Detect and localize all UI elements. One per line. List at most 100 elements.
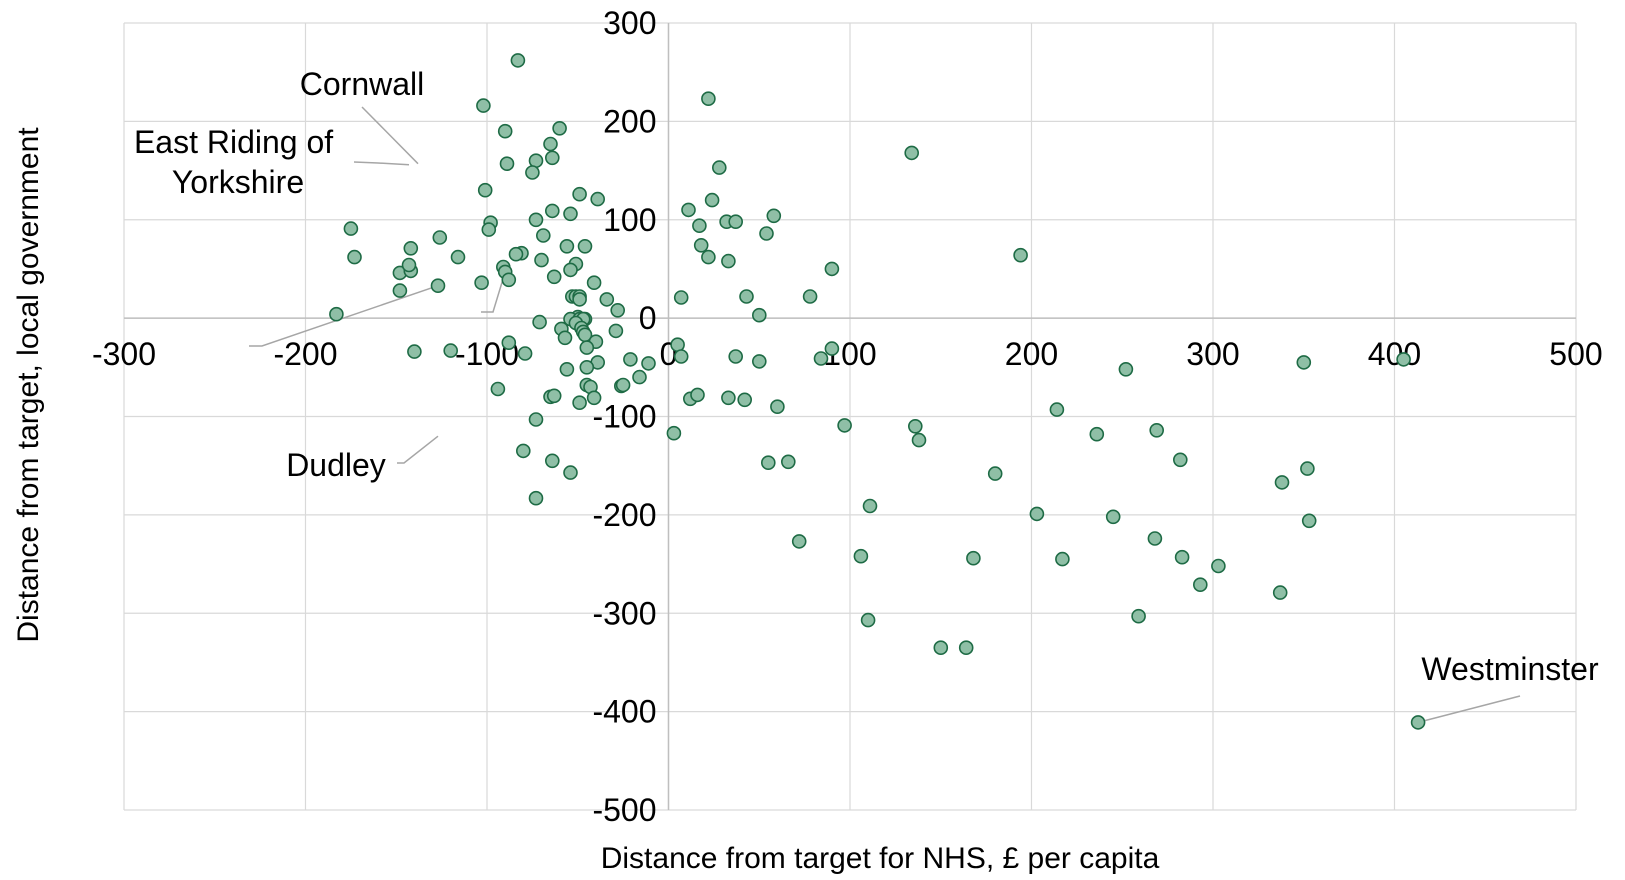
data-point — [528, 412, 544, 427]
data-point — [813, 351, 829, 366]
data-point — [1089, 426, 1105, 442]
leader-dudley — [397, 435, 439, 464]
data-point — [1300, 461, 1315, 476]
data-point — [563, 262, 578, 278]
annotation-dudley: Dudley — [286, 447, 386, 483]
data-point — [407, 344, 422, 359]
data-point — [759, 226, 774, 241]
data-point — [1118, 361, 1134, 377]
data-point — [577, 239, 593, 254]
data-point — [532, 314, 547, 330]
data-point — [1296, 355, 1312, 370]
data-point — [525, 165, 540, 180]
data-point — [476, 98, 491, 113]
data-point — [728, 214, 744, 229]
data-point — [586, 275, 602, 291]
data-point — [615, 377, 631, 393]
data-point — [933, 640, 949, 656]
data-point — [579, 359, 595, 375]
annotation-cornwall: Cornwall — [300, 66, 424, 102]
data-point — [802, 289, 818, 304]
data-point — [1173, 452, 1188, 468]
data-point — [401, 257, 417, 273]
data-point — [343, 221, 359, 236]
data-point — [544, 453, 560, 469]
data-point — [572, 292, 587, 307]
data-point — [528, 153, 544, 168]
data-point — [1049, 402, 1065, 417]
data-point — [450, 249, 466, 265]
data-point — [737, 392, 753, 408]
axes — [124, 23, 1576, 810]
data-point — [590, 191, 606, 207]
data-point — [1013, 247, 1028, 263]
data-point — [1410, 715, 1426, 730]
data-points — [329, 53, 1426, 730]
data-point — [711, 160, 727, 175]
data-point — [534, 252, 549, 268]
data-point — [403, 241, 419, 256]
data-point — [1396, 352, 1411, 367]
data-point — [501, 272, 517, 288]
data-point — [563, 206, 578, 222]
data-point — [623, 352, 638, 367]
data-point — [552, 121, 567, 136]
data-point — [780, 454, 796, 470]
data-point — [824, 261, 840, 277]
data-point — [681, 202, 696, 218]
y-tick-labels: -500 -400 -300 -200 -100 0 100 200 300 — [592, 5, 656, 828]
data-point — [751, 354, 767, 369]
data-point — [572, 395, 587, 411]
data-point — [791, 534, 807, 549]
data-point — [987, 466, 1003, 481]
data-point — [490, 381, 506, 397]
data-point — [721, 390, 736, 406]
annotation-east-riding-line-2: Yorkshire — [172, 164, 304, 200]
x-tick-label-5: 200 — [1005, 336, 1058, 372]
data-point — [1301, 513, 1317, 529]
data-point — [1105, 509, 1121, 525]
data-point — [501, 335, 517, 351]
data-point — [546, 388, 562, 404]
data-point — [510, 53, 526, 68]
y-tick-label-0: -500 — [592, 792, 656, 828]
y-tick-label-6: 100 — [603, 202, 656, 238]
data-point — [528, 490, 544, 506]
data-point — [481, 222, 497, 237]
y-tick-label-2: -300 — [592, 595, 656, 631]
data-point — [1272, 585, 1288, 600]
y-tick-label-3: -200 — [592, 497, 656, 533]
annotation-east-riding-line-1: East Riding of — [134, 124, 333, 160]
data-point — [632, 369, 647, 385]
data-point — [904, 145, 920, 161]
leader-unlabeled-2 — [481, 271, 506, 313]
data-point — [860, 612, 876, 628]
data-point — [572, 186, 587, 202]
data-point — [1147, 531, 1163, 546]
y-tick-label-1: -400 — [592, 694, 656, 730]
data-point — [721, 253, 736, 269]
data-point — [1055, 551, 1070, 567]
data-point — [1174, 549, 1190, 565]
data-point — [474, 275, 489, 291]
data-point — [535, 228, 551, 243]
data-point — [728, 349, 744, 364]
data-point — [497, 123, 513, 139]
grid-lines — [123, 22, 1577, 811]
data-point — [739, 289, 754, 304]
data-point — [641, 356, 656, 371]
data-point — [1274, 475, 1290, 490]
annotation-westminster: Westminster — [1421, 651, 1599, 687]
data-point — [477, 182, 493, 198]
data-point — [499, 156, 515, 171]
data-point — [966, 550, 981, 566]
annotation-leader-lines — [249, 106, 1521, 724]
data-point — [670, 337, 685, 353]
data-point — [579, 340, 595, 355]
data-point — [770, 399, 785, 415]
data-point — [586, 390, 602, 406]
x-tick-labels: -300 -200 -100 0 100 200 300 400 500 — [92, 336, 1603, 372]
data-point — [958, 640, 974, 656]
data-point — [528, 212, 544, 228]
